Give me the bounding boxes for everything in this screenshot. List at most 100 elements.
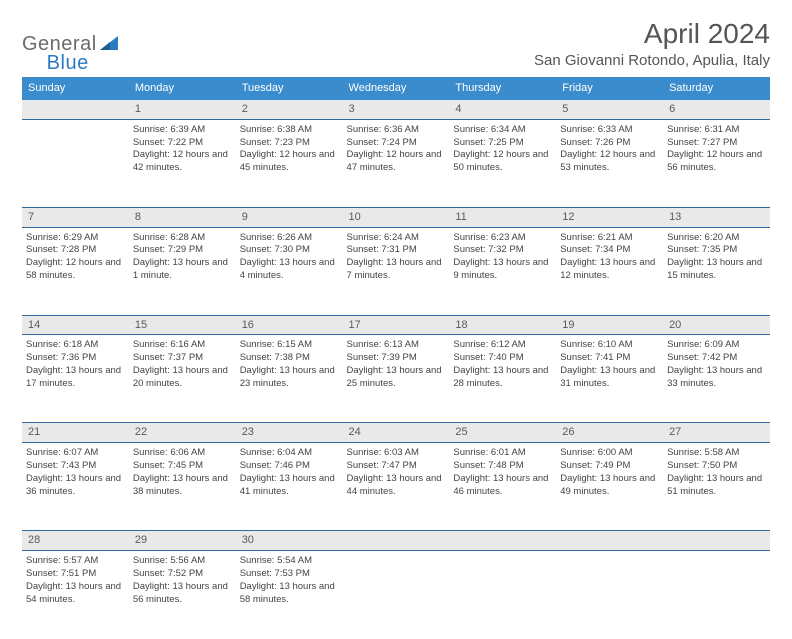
day-details-text: Sunrise: 5:56 AMSunset: 7:52 PMDaylight:… [133, 553, 232, 606]
day-details-text: Sunrise: 6:04 AMSunset: 7:46 PMDaylight:… [240, 445, 339, 498]
day-number-cell: 12 [556, 207, 663, 227]
day-details-text: Sunrise: 6:12 AMSunset: 7:40 PMDaylight:… [453, 337, 552, 390]
day-number-cell: 19 [556, 315, 663, 335]
day-number-cell: 28 [22, 531, 129, 551]
day-number-cell: 7 [22, 207, 129, 227]
day-details-text: Sunrise: 5:57 AMSunset: 7:51 PMDaylight:… [26, 553, 125, 606]
day-number-cell: 11 [449, 207, 556, 227]
day-details-cell: Sunrise: 6:33 AMSunset: 7:26 PMDaylight:… [556, 119, 663, 207]
day-number-cell: 26 [556, 423, 663, 443]
day-number-cell [343, 531, 450, 551]
day-number-cell: 16 [236, 315, 343, 335]
day-details-cell: Sunrise: 6:26 AMSunset: 7:30 PMDaylight:… [236, 227, 343, 315]
day-details-cell: Sunrise: 6:39 AMSunset: 7:22 PMDaylight:… [129, 119, 236, 207]
day-details-cell: Sunrise: 6:04 AMSunset: 7:46 PMDaylight:… [236, 443, 343, 531]
page-header: General Blue April 2024 San Giovanni Rot… [22, 18, 770, 69]
day-number-cell [449, 531, 556, 551]
day-details-cell: Sunrise: 6:36 AMSunset: 7:24 PMDaylight:… [343, 119, 450, 207]
day-details-text: Sunrise: 6:10 AMSunset: 7:41 PMDaylight:… [560, 337, 659, 390]
weekday-header: Thursday [449, 77, 556, 100]
day-details-cell: Sunrise: 6:12 AMSunset: 7:40 PMDaylight:… [449, 335, 556, 423]
day-details-cell: Sunrise: 6:31 AMSunset: 7:27 PMDaylight:… [663, 119, 770, 207]
day-details-cell: Sunrise: 6:03 AMSunset: 7:47 PMDaylight:… [343, 443, 450, 531]
day-details-text: Sunrise: 6:18 AMSunset: 7:36 PMDaylight:… [26, 337, 125, 390]
day-details-cell: Sunrise: 6:00 AMSunset: 7:49 PMDaylight:… [556, 443, 663, 531]
weekday-header: Friday [556, 77, 663, 100]
day-details-cell: Sunrise: 5:56 AMSunset: 7:52 PMDaylight:… [129, 551, 236, 639]
day-details-cell: Sunrise: 6:29 AMSunset: 7:28 PMDaylight:… [22, 227, 129, 315]
day-number-cell: 14 [22, 315, 129, 335]
day-details-cell: Sunrise: 6:16 AMSunset: 7:37 PMDaylight:… [129, 335, 236, 423]
day-number-cell: 22 [129, 423, 236, 443]
calendar-page: General Blue April 2024 San Giovanni Rot… [0, 0, 792, 639]
day-number-row: 282930 [22, 531, 770, 551]
day-details-cell: Sunrise: 6:13 AMSunset: 7:39 PMDaylight:… [343, 335, 450, 423]
day-number-cell: 20 [663, 315, 770, 335]
day-details-cell: Sunrise: 6:28 AMSunset: 7:29 PMDaylight:… [129, 227, 236, 315]
day-details-text: Sunrise: 6:21 AMSunset: 7:34 PMDaylight:… [560, 230, 659, 283]
day-number-cell: 1 [129, 100, 236, 119]
day-details-text: Sunrise: 6:33 AMSunset: 7:26 PMDaylight:… [560, 122, 659, 175]
day-details-text: Sunrise: 6:09 AMSunset: 7:42 PMDaylight:… [667, 337, 766, 390]
day-number-row: 78910111213 [22, 207, 770, 227]
weekday-header: Monday [129, 77, 236, 100]
day-details-cell: Sunrise: 6:24 AMSunset: 7:31 PMDaylight:… [343, 227, 450, 315]
day-details-text: Sunrise: 6:23 AMSunset: 7:32 PMDaylight:… [453, 230, 552, 283]
day-details-text: Sunrise: 6:24 AMSunset: 7:31 PMDaylight:… [347, 230, 446, 283]
day-number-cell: 17 [343, 315, 450, 335]
weekday-header: Wednesday [343, 77, 450, 100]
day-details-cell [449, 551, 556, 639]
day-number-cell: 13 [663, 207, 770, 227]
day-details-cell: Sunrise: 6:09 AMSunset: 7:42 PMDaylight:… [663, 335, 770, 423]
day-details-text: Sunrise: 6:36 AMSunset: 7:24 PMDaylight:… [347, 122, 446, 175]
day-details-row: Sunrise: 6:39 AMSunset: 7:22 PMDaylight:… [22, 119, 770, 207]
day-number-cell: 30 [236, 531, 343, 551]
day-details-row: Sunrise: 5:57 AMSunset: 7:51 PMDaylight:… [22, 551, 770, 639]
day-details-text: Sunrise: 6:16 AMSunset: 7:37 PMDaylight:… [133, 337, 232, 390]
day-details-cell: Sunrise: 6:20 AMSunset: 7:35 PMDaylight:… [663, 227, 770, 315]
day-number-cell: 24 [343, 423, 450, 443]
day-details-text: Sunrise: 6:01 AMSunset: 7:48 PMDaylight:… [453, 445, 552, 498]
day-details-cell: Sunrise: 6:34 AMSunset: 7:25 PMDaylight:… [449, 119, 556, 207]
day-details-cell: Sunrise: 6:15 AMSunset: 7:38 PMDaylight:… [236, 335, 343, 423]
day-number-row: 123456 [22, 100, 770, 119]
day-number-cell: 25 [449, 423, 556, 443]
day-details-cell [663, 551, 770, 639]
month-title: April 2024 [534, 18, 770, 50]
day-number-cell: 27 [663, 423, 770, 443]
weekday-header: Saturday [663, 77, 770, 100]
day-number-cell [663, 531, 770, 551]
day-details-text: Sunrise: 6:31 AMSunset: 7:27 PMDaylight:… [667, 122, 766, 175]
calendar-body: 123456Sunrise: 6:39 AMSunset: 7:22 PMDay… [22, 100, 770, 639]
day-details-cell: Sunrise: 5:58 AMSunset: 7:50 PMDaylight:… [663, 443, 770, 531]
day-details-cell: Sunrise: 6:38 AMSunset: 7:23 PMDaylight:… [236, 119, 343, 207]
weekday-header: Tuesday [236, 77, 343, 100]
day-number-cell: 4 [449, 100, 556, 119]
weekday-header: Sunday [22, 77, 129, 100]
logo-text-blue: Blue [47, 52, 89, 75]
day-details-text: Sunrise: 6:15 AMSunset: 7:38 PMDaylight:… [240, 337, 339, 390]
day-details-text: Sunrise: 6:20 AMSunset: 7:35 PMDaylight:… [667, 230, 766, 283]
day-details-text: Sunrise: 6:26 AMSunset: 7:30 PMDaylight:… [240, 230, 339, 283]
day-details-cell [556, 551, 663, 639]
day-details-cell: Sunrise: 6:01 AMSunset: 7:48 PMDaylight:… [449, 443, 556, 531]
day-details-cell: Sunrise: 6:21 AMSunset: 7:34 PMDaylight:… [556, 227, 663, 315]
day-number-cell: 6 [663, 100, 770, 119]
location-label: San Giovanni Rotondo, Apulia, Italy [534, 52, 770, 69]
logo: General Blue [22, 18, 89, 65]
day-details-text: Sunrise: 6:13 AMSunset: 7:39 PMDaylight:… [347, 337, 446, 390]
day-number-cell [22, 100, 129, 119]
day-number-cell: 29 [129, 531, 236, 551]
day-details-text: Sunrise: 6:06 AMSunset: 7:45 PMDaylight:… [133, 445, 232, 498]
day-number-cell: 15 [129, 315, 236, 335]
day-details-text: Sunrise: 5:54 AMSunset: 7:53 PMDaylight:… [240, 553, 339, 606]
day-number-cell: 21 [22, 423, 129, 443]
day-details-cell: Sunrise: 5:54 AMSunset: 7:53 PMDaylight:… [236, 551, 343, 639]
logo-triangle-icon [100, 33, 118, 56]
day-details-row: Sunrise: 6:07 AMSunset: 7:43 PMDaylight:… [22, 443, 770, 531]
day-number-row: 14151617181920 [22, 315, 770, 335]
day-number-cell: 23 [236, 423, 343, 443]
day-number-cell: 9 [236, 207, 343, 227]
day-details-text: Sunrise: 5:58 AMSunset: 7:50 PMDaylight:… [667, 445, 766, 498]
day-details-cell [22, 119, 129, 207]
